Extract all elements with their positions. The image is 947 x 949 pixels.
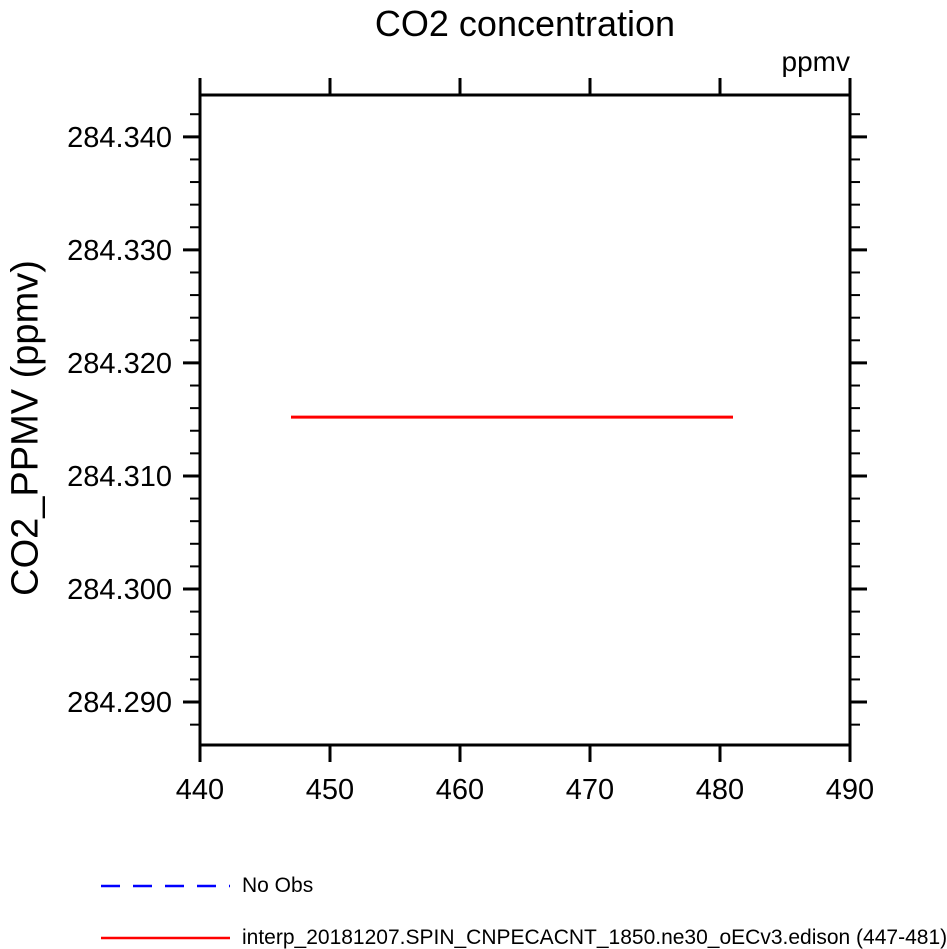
x-tick-label: 490 bbox=[826, 774, 874, 806]
x-axis-ticks: 440 450 460 470 480 490 bbox=[176, 78, 874, 806]
y-tick-label: 284.330 bbox=[67, 235, 172, 267]
y-tick-label: 284.340 bbox=[67, 122, 172, 154]
y-tick-label: 284.290 bbox=[67, 687, 172, 719]
legend-item-no-obs: No Obs bbox=[100, 874, 313, 898]
legend-item-interp-run: interp_20181207.SPIN_CNPECACNT_1850.ne30… bbox=[100, 926, 947, 949]
x-tick-label: 460 bbox=[436, 774, 484, 806]
plot-frame bbox=[198, 93, 852, 747]
y-tick-label: 284.310 bbox=[67, 461, 172, 493]
y-tick-label: 284.300 bbox=[67, 574, 172, 606]
x-tick-label: 470 bbox=[566, 774, 614, 806]
y-axis-minor-ticks bbox=[190, 113, 860, 726]
x-tick-label: 480 bbox=[696, 774, 744, 806]
chart-title: CO2 concentration bbox=[374, 3, 676, 44]
legend-label-no-obs: No Obs bbox=[242, 874, 314, 897]
y-tick-label: 284.320 bbox=[67, 348, 172, 380]
y-axis-ticks: 284.290 284.300 284.310 284.320 284.330 284.3… bbox=[67, 122, 867, 719]
units-label: ppmv bbox=[781, 46, 850, 77]
x-tick-label: 450 bbox=[306, 774, 354, 806]
x-tick-label: 440 bbox=[176, 774, 224, 806]
legend-label-interp-run: interp_20181207.SPIN_CNPECACNT_1850.ne30… bbox=[242, 926, 947, 949]
